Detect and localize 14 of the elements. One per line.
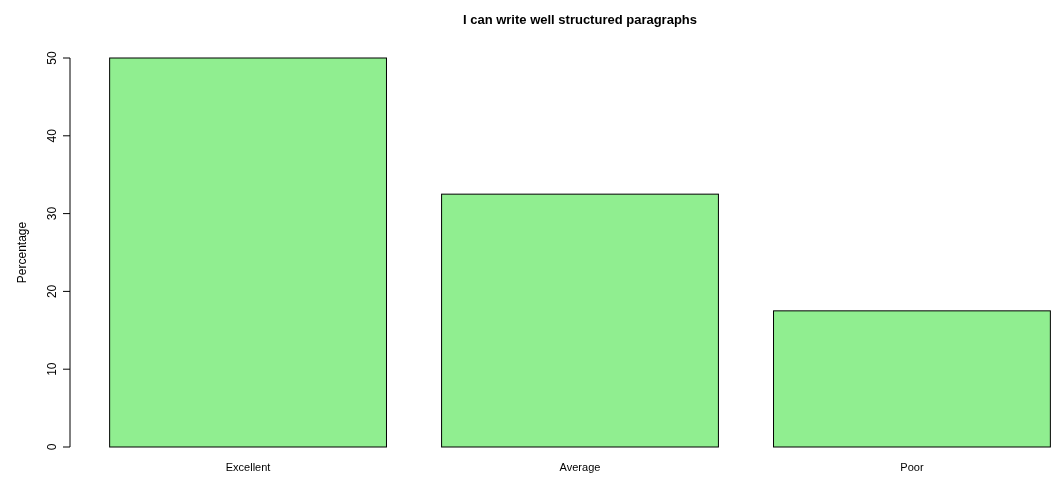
y-tick-label: 50	[45, 51, 59, 65]
bar	[109, 57, 387, 448]
bar	[773, 310, 1051, 448]
x-tick-label: Excellent	[225, 461, 271, 473]
chart-title: I can write well structured paragraphs	[462, 12, 698, 27]
y-tick-label: 40	[45, 128, 59, 143]
y-tick-label: 20	[45, 284, 59, 299]
y-axis-title: Percentage	[15, 221, 29, 284]
y-tick-label: 0	[45, 443, 59, 451]
bar	[441, 193, 719, 448]
y-tick-label: 10	[45, 362, 59, 376]
y-tick-label: 30	[45, 206, 59, 221]
x-tick-label: Average	[559, 461, 601, 473]
x-tick-label: Poor	[900, 461, 924, 473]
